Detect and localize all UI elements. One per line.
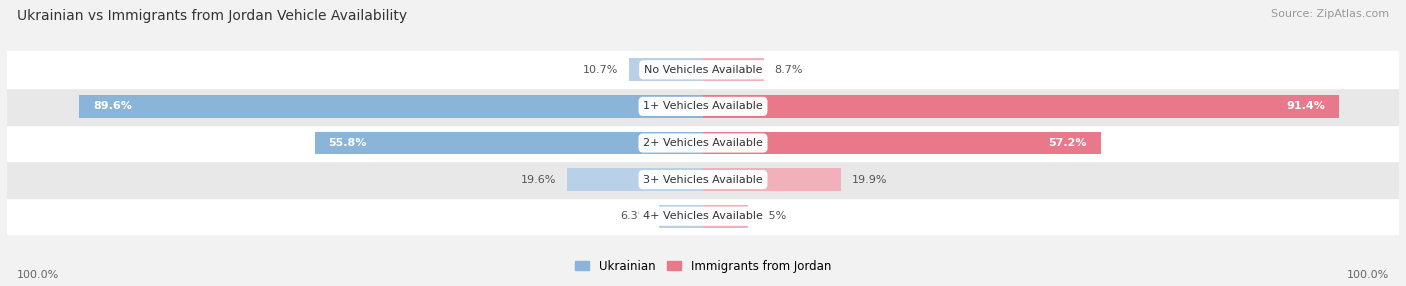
Bar: [7, 198, 1399, 235]
Text: 4+ Vehicles Available: 4+ Vehicles Available: [643, 211, 763, 221]
Text: 19.9%: 19.9%: [852, 175, 887, 184]
Bar: [703, 168, 842, 191]
Bar: [79, 95, 703, 118]
Text: 3+ Vehicles Available: 3+ Vehicles Available: [643, 175, 763, 184]
Bar: [628, 58, 703, 81]
Text: Ukrainian vs Immigrants from Jordan Vehicle Availability: Ukrainian vs Immigrants from Jordan Vehi…: [17, 9, 406, 23]
Bar: [7, 125, 1399, 161]
Text: 8.7%: 8.7%: [773, 65, 803, 75]
Bar: [7, 161, 1399, 198]
Bar: [7, 88, 1399, 125]
Legend: Ukrainian, Immigrants from Jordan: Ukrainian, Immigrants from Jordan: [571, 255, 835, 277]
Text: 100.0%: 100.0%: [17, 270, 59, 280]
Text: 89.6%: 89.6%: [93, 102, 132, 111]
Text: Source: ZipAtlas.com: Source: ZipAtlas.com: [1271, 9, 1389, 19]
Bar: [659, 205, 703, 228]
Text: No Vehicles Available: No Vehicles Available: [644, 65, 762, 75]
Bar: [703, 95, 1339, 118]
Text: 6.5%: 6.5%: [759, 211, 787, 221]
Bar: [703, 132, 1101, 154]
Bar: [703, 58, 763, 81]
Bar: [7, 51, 1399, 88]
Text: 6.3%: 6.3%: [620, 211, 648, 221]
Text: 57.2%: 57.2%: [1049, 138, 1087, 148]
Text: 19.6%: 19.6%: [520, 175, 557, 184]
Text: 1+ Vehicles Available: 1+ Vehicles Available: [643, 102, 763, 111]
Text: 10.7%: 10.7%: [582, 65, 619, 75]
Bar: [567, 168, 703, 191]
Bar: [703, 205, 748, 228]
Bar: [315, 132, 703, 154]
Text: 55.8%: 55.8%: [329, 138, 367, 148]
Text: 100.0%: 100.0%: [1347, 270, 1389, 280]
Text: 91.4%: 91.4%: [1286, 102, 1326, 111]
Text: 2+ Vehicles Available: 2+ Vehicles Available: [643, 138, 763, 148]
